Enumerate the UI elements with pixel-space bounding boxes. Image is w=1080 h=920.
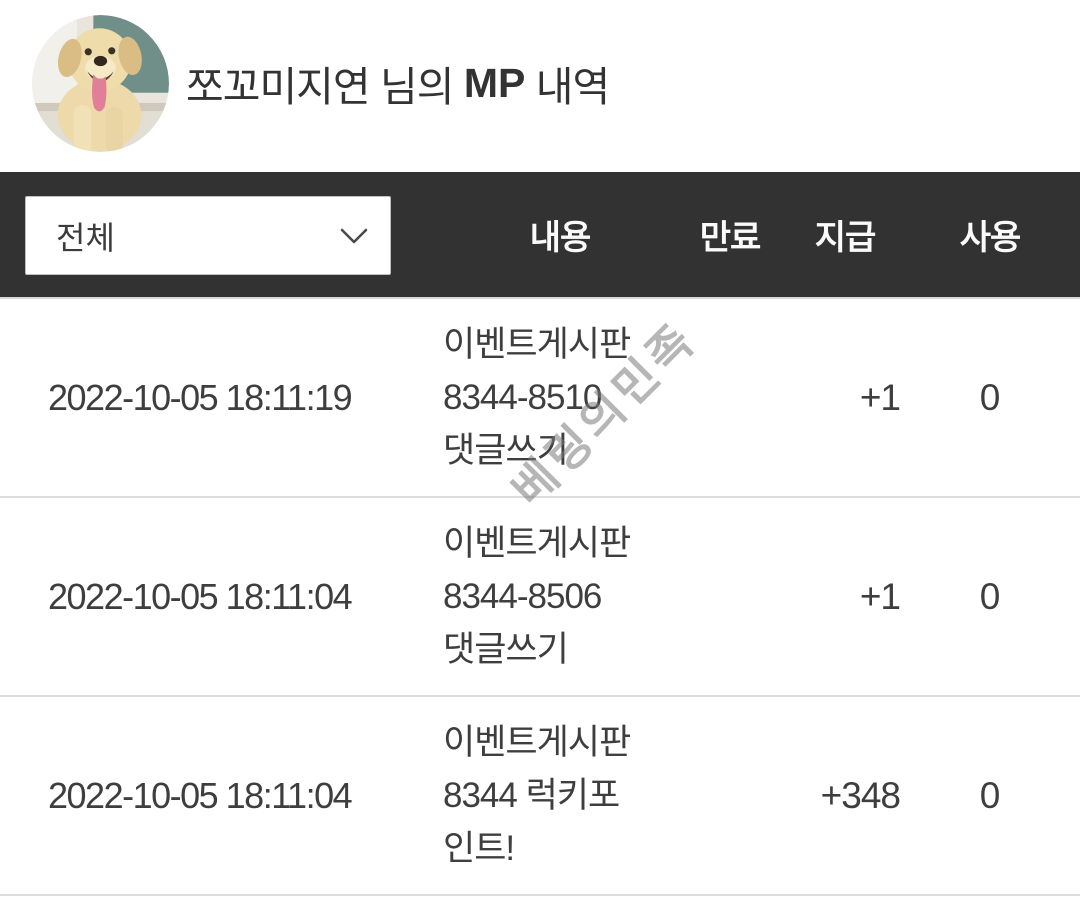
history-row: 2022-10-05 18:11:19 이벤트게시판 8344-8510 댓글쓰… [0, 299, 1080, 498]
column-header-use: 사용 [959, 219, 1022, 257]
column-header-row: 내용 만료 지급 사용 [0, 172, 1080, 297]
row-content-line: 이벤트게시판 [443, 325, 631, 364]
profile-avatar-image [32, 15, 169, 152]
row-content-line: 인트! [443, 829, 515, 868]
page-title-user: 쪼꼬미지연 님의 [186, 64, 464, 110]
filter-dropdown[interactable]: 전체 [25, 196, 391, 275]
row-date: 2022-10-05 18:11:19 [48, 376, 353, 418]
row-pay-value: +1 [859, 575, 901, 617]
row-content-line: 8344 럭키포 [443, 776, 620, 815]
row-content-line: 8344-8510 [443, 378, 602, 417]
column-header-content: 내용 [529, 219, 592, 257]
filter-selected-value: 전체 [56, 219, 115, 256]
history-row: 2022-10-05 18:11:04 이벤트게시판 8344-8506 댓글쓰… [0, 498, 1080, 697]
row-content-line: 댓글쓰기 [443, 630, 569, 669]
row-content-line: 8344-8506 [443, 577, 602, 616]
row-pay-value: +1 [859, 376, 901, 418]
filter-toolbar: 내용 만료 지급 사용 전체 [0, 172, 1080, 299]
page-title-suffix: 내역 [525, 64, 610, 110]
column-header-pay: 지급 [814, 219, 877, 257]
row-content-line: 이벤트게시판 [443, 524, 631, 563]
history-row: 2022-10-05 18:11:04 이벤트게시판 8344 럭키포 인트! … [0, 697, 1080, 896]
row-use-value: 0 [979, 376, 1001, 418]
row-content-line: 댓글쓰기 [443, 431, 569, 470]
row-use-value: 0 [979, 774, 1001, 816]
row-content: 이벤트게시판 8344 럭키포 인트! [435, 716, 685, 875]
page-title: 쪼꼬미지연 님의 MP 내역 [186, 0, 610, 166]
row-date: 2022-10-05 18:11:04 [48, 774, 353, 816]
dog-photo-illustration [32, 15, 169, 152]
row-pay-value: +348 [820, 774, 901, 816]
page-title-mp: MP [463, 59, 526, 106]
row-content: 이벤트게시판 8344-8506 댓글쓰기 [435, 517, 685, 676]
page-header: 쪼꼬미지연 님의 MP 내역 [0, 0, 1080, 172]
row-content: 이벤트게시판 8344-8510 댓글쓰기 [435, 318, 685, 477]
chevron-down-icon [340, 227, 368, 245]
row-content-line: 이벤트게시판 [443, 723, 631, 762]
row-date: 2022-10-05 18:11:04 [48, 575, 353, 617]
column-header-expire: 만료 [699, 219, 762, 257]
row-use-value: 0 [979, 575, 1001, 617]
